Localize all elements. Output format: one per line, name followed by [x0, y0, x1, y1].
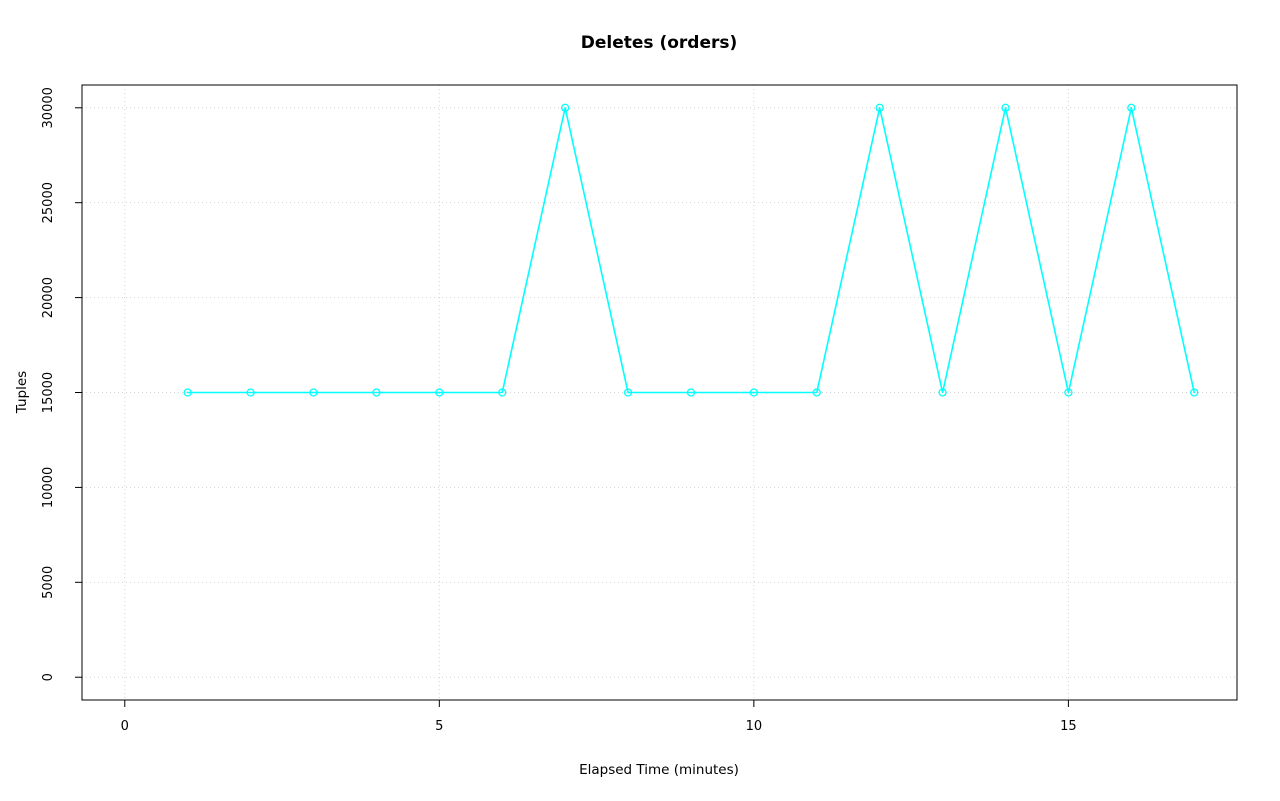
- data-point: [875, 103, 884, 112]
- plot-border: [81, 84, 1238, 701]
- data-point: [1064, 388, 1073, 397]
- data-point: [309, 388, 318, 397]
- x-tick-label: 15: [1060, 719, 1077, 734]
- y-tick-label: 30000: [41, 87, 56, 128]
- data-point: [623, 388, 633, 397]
- x-tick-label: 5: [435, 719, 443, 734]
- data-point: [938, 388, 947, 397]
- y-tick-label: 5000: [41, 566, 56, 599]
- x-tick-label: 10: [746, 719, 763, 734]
- data-point: [812, 388, 821, 397]
- series-line: [186, 106, 1196, 394]
- data-point: [372, 388, 381, 397]
- data-series: [183, 103, 1199, 397]
- y-tick-label: 25000: [41, 182, 56, 223]
- data-point: [246, 388, 255, 397]
- axes: 0 5 10 15 0 5000 10000 15000 20000 25000 30000: [41, 87, 1077, 734]
- y-tick-label: 15000: [41, 372, 56, 413]
- y-axis-label: Tuples: [14, 371, 30, 414]
- y-tick-label: 0: [41, 673, 56, 681]
- data-point: [435, 388, 444, 397]
- y-tick-label: 10000: [41, 467, 56, 508]
- data-point: [1001, 103, 1010, 112]
- data-point: [1127, 103, 1136, 112]
- y-tick-label: 20000: [41, 277, 56, 318]
- chart-title: Deletes (orders): [581, 33, 738, 53]
- data-point: [560, 103, 570, 112]
- data-point: [498, 388, 507, 397]
- data-point: [1190, 388, 1199, 397]
- data-point: [749, 388, 759, 397]
- x-axis-label: Elapsed Time (minutes): [579, 762, 739, 778]
- data-point: [183, 388, 192, 397]
- data-point: [686, 388, 696, 397]
- x-tick-label: 0: [121, 719, 129, 734]
